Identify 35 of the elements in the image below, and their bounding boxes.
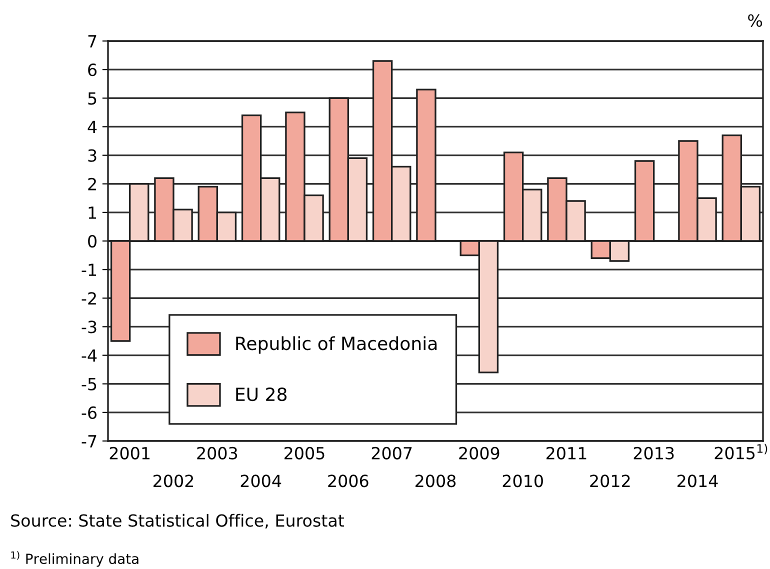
y-tick-label: 1 <box>88 206 96 219</box>
x-tick-label: 2013 <box>634 446 674 460</box>
y-tick-label: 5 <box>88 92 96 105</box>
y-tick-label: -1 <box>82 264 96 276</box>
x-tick-label: 2007 <box>372 446 412 460</box>
x-tick-label: 2004 <box>240 474 282 488</box>
x-tick-label: 2003 <box>197 446 238 460</box>
y-tick-label: -2 <box>82 292 96 304</box>
y-tick-label: -7 <box>82 435 96 448</box>
x-tick-label: 2014 <box>678 474 718 488</box>
x-tick-label: 2011 <box>546 446 586 460</box>
y-tick-label: 4 <box>88 120 97 134</box>
y-tick-label: 2 <box>88 178 96 190</box>
x-tick-label: 2008 <box>416 474 456 488</box>
y-axis-title: % <box>748 14 762 27</box>
y-tick-label: 7 <box>88 35 96 48</box>
x-tick-label: 2002 <box>154 474 194 488</box>
x-tick-label: 2015$^{1)}$ <box>714 444 768 460</box>
y-tick-label: 0 <box>88 234 96 248</box>
legend-label: EU 28 <box>236 387 287 402</box>
source-note: Source: State Statistical Office, Eurostat <box>11 514 344 529</box>
y-tick-label: 3 <box>88 149 96 162</box>
x-tick-label: 2009 <box>459 446 500 460</box>
y-tick-label: -5 <box>82 378 96 390</box>
text: $^{1)}$ Preliminary data <box>11 551 138 567</box>
x-tick-label: 2005 <box>284 446 324 460</box>
x-tick-label: 2006 <box>328 474 368 488</box>
y-tick-label: -4 <box>82 349 97 362</box>
y-tick-label: -6 <box>82 406 97 419</box>
x-tick-label: 2010 <box>502 474 543 488</box>
y-tick-label: 6 <box>88 64 97 76</box>
x-tick-label: 2012 <box>590 474 630 488</box>
x-tick-label: 2001 <box>110 446 150 460</box>
legend-label: Republic of Macedonia <box>236 336 437 354</box>
y-tick-label: -3 <box>82 320 96 334</box>
